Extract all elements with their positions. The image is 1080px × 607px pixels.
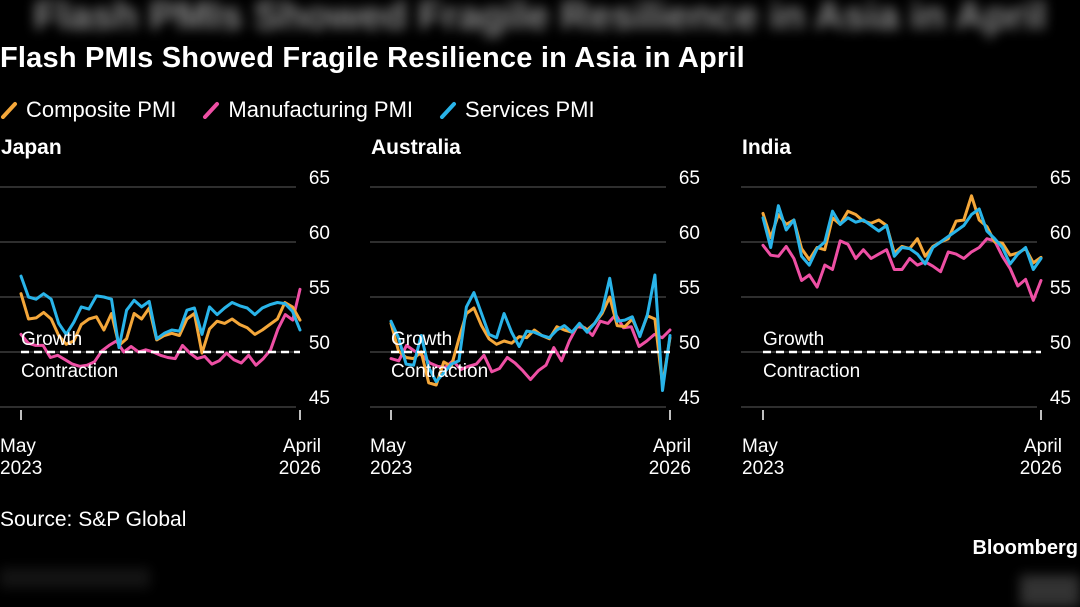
y-tick-label: 60 <box>1050 223 1071 244</box>
legend-label: Services PMI <box>465 97 595 122</box>
charts-area: Japan6560555045May2023April2026GrowthCon… <box>0 136 1071 479</box>
y-tick-label: 65 <box>1050 168 1071 189</box>
x-label-end-year: 2026 <box>1020 458 1062 479</box>
blurred-footer-left <box>0 568 150 588</box>
y-tick-label: 50 <box>679 333 700 354</box>
legend-item-services: Services PMI <box>439 97 595 123</box>
y-tick-label: 45 <box>1050 388 1071 409</box>
legend-item-manufacturing: Manufacturing PMI <box>202 97 413 123</box>
x-label-start-year: 2023 <box>742 458 784 479</box>
bloomberg-logo: Bloomberg <box>972 537 1078 559</box>
y-tick-label: 50 <box>309 333 330 354</box>
y-tick-label: 50 <box>1050 333 1071 354</box>
panel-title: India <box>742 136 791 159</box>
series-line-manufacturing-pmi <box>19 287 302 368</box>
blurred-heading: Flash PMIs Showed Fragile Resilience in … <box>33 0 1047 38</box>
chart-title: Flash PMIs Showed Fragile Resilience in … <box>0 42 745 74</box>
legend-label: Composite PMI <box>26 97 177 122</box>
panel-title: Japan <box>1 136 62 159</box>
y-tick-label: 65 <box>309 168 330 189</box>
legend-item-composite: Composite PMI <box>0 97 176 123</box>
series-line-services-pmi <box>761 204 1043 271</box>
y-tick-label: 55 <box>679 278 700 299</box>
x-label-start: May <box>370 436 406 457</box>
growth-label: Growth <box>391 329 452 350</box>
y-tick-label: 45 <box>679 388 700 409</box>
x-label-start: May <box>0 436 36 457</box>
y-tick-label: 55 <box>309 278 330 299</box>
contraction-label: Contraction <box>21 361 118 382</box>
x-label-end: April <box>283 436 321 457</box>
y-tick-label: 55 <box>1050 278 1071 299</box>
contraction-label: Contraction <box>763 361 860 382</box>
contraction-label: Contraction <box>391 361 488 382</box>
y-tick-label: 60 <box>309 223 330 244</box>
y-tick-label: 60 <box>679 223 700 244</box>
x-label-start-year: 2023 <box>0 458 42 479</box>
x-label-end-year: 2026 <box>279 458 321 479</box>
y-tick-label: 65 <box>679 168 700 189</box>
x-label-end: April <box>1024 436 1062 457</box>
x-label-end: April <box>653 436 691 457</box>
panel-title: Australia <box>371 136 461 159</box>
growth-label: Growth <box>21 329 82 350</box>
source-note: Source: S&P Global <box>0 508 187 531</box>
growth-label: Growth <box>763 329 824 350</box>
x-label-start-year: 2023 <box>370 458 412 479</box>
slash-line-icon <box>440 102 457 119</box>
series-line-services-pmi <box>19 274 302 350</box>
x-label-start: May <box>742 436 778 457</box>
slash-line-icon <box>203 102 220 119</box>
series-line-services-pmi <box>389 273 672 392</box>
y-tick-label: 45 <box>309 388 330 409</box>
legend: Composite PMI Manufacturing PMI Services… <box>0 96 621 124</box>
x-label-end-year: 2026 <box>649 458 691 479</box>
blurred-footer-right <box>1020 575 1080 607</box>
legend-label: Manufacturing PMI <box>228 97 414 122</box>
slash-line-icon <box>1 102 17 119</box>
